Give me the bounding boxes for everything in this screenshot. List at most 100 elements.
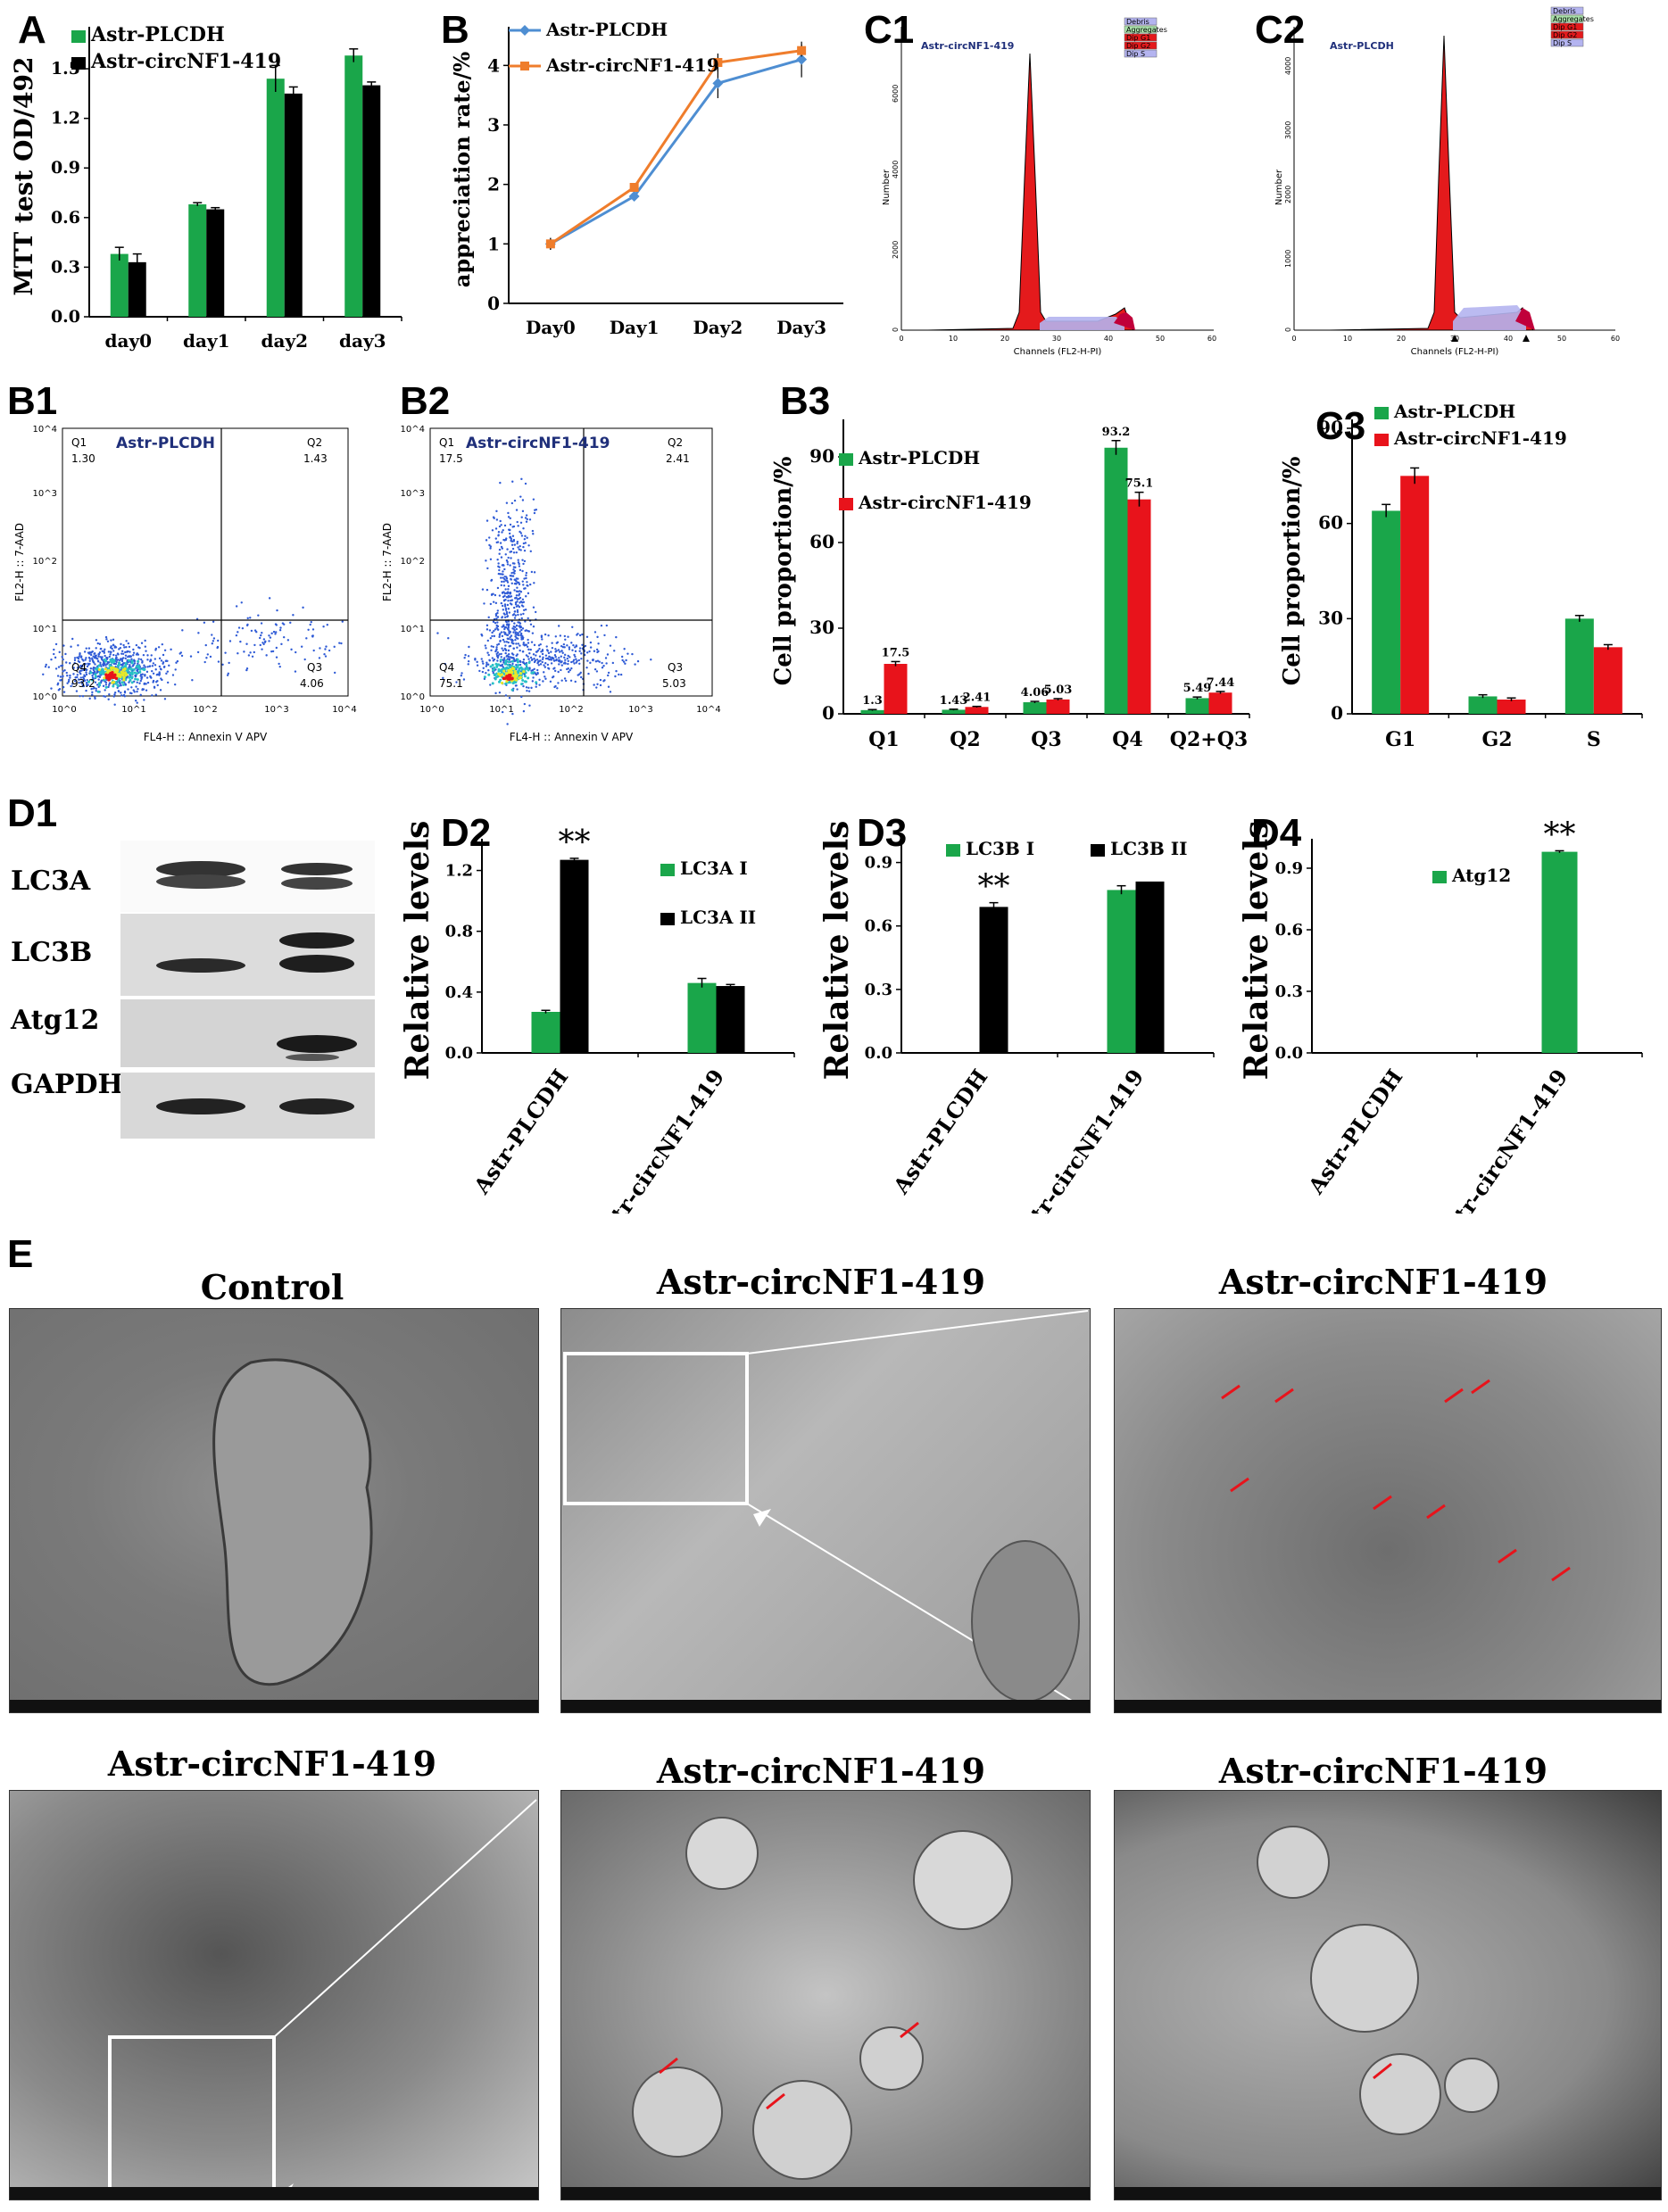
flow-dot <box>504 682 508 685</box>
flow-dot <box>129 678 132 682</box>
flow-dot <box>492 601 495 603</box>
flow-dot <box>253 629 257 632</box>
flow-dot <box>160 659 163 662</box>
flow-dot <box>568 656 571 659</box>
b1-xtick-1: 10^1 <box>121 705 145 715</box>
flow-dot <box>568 646 571 649</box>
flow-dot <box>91 671 95 675</box>
flow-dot <box>541 658 544 661</box>
flow-dot <box>518 597 520 601</box>
flow-dot <box>566 657 568 660</box>
flow-dot <box>603 679 606 682</box>
flow-dot <box>623 648 626 650</box>
flow-dot <box>519 549 522 551</box>
c1-legend-2: Dip G1 <box>1126 34 1150 42</box>
ch-c3-category-label: S <box>1587 728 1601 751</box>
flow-dot <box>274 623 278 625</box>
flow-dot <box>594 660 598 663</box>
ch-a-bar <box>188 204 207 317</box>
flow-dot <box>162 666 166 669</box>
flow-dot <box>97 682 101 685</box>
flow-dot <box>104 689 106 692</box>
flow-dot <box>512 631 515 634</box>
flow-dot <box>484 644 487 647</box>
flow-dot <box>152 681 154 683</box>
flow-dot <box>505 641 509 643</box>
flow-dot <box>138 670 142 674</box>
flow-dot <box>522 562 525 566</box>
flow-dot <box>94 681 97 683</box>
em-image-circnf1-1 <box>560 1308 1091 1713</box>
flow-dot <box>534 610 537 614</box>
flow-dot <box>522 609 526 611</box>
flow-dot <box>99 661 102 665</box>
flow-dot <box>560 679 563 682</box>
flow-dot <box>502 676 507 681</box>
flow-dot <box>209 655 212 659</box>
flow-dot <box>145 650 147 652</box>
flow-dot <box>494 614 498 617</box>
flow-dot <box>517 577 519 580</box>
ch-b-ytick-label: 1 <box>487 233 500 254</box>
flow-dot <box>124 654 128 657</box>
flow-dot <box>522 584 525 586</box>
flow-dot <box>61 655 63 659</box>
flow-dot <box>522 660 525 664</box>
flow-dot <box>596 635 599 639</box>
c1-legend-1: Aggregates <box>1126 26 1167 34</box>
flow-dot <box>83 674 86 676</box>
b2-q2-label: Q2 <box>668 436 683 449</box>
flow-dot <box>525 576 527 580</box>
flow-dot <box>97 653 100 656</box>
flow-dot <box>550 650 552 653</box>
flow-dot <box>619 673 623 676</box>
flow-dot <box>274 633 277 635</box>
flow-dot <box>500 652 502 656</box>
flow-dot <box>257 614 260 617</box>
flow-dot <box>91 693 94 696</box>
flow-dot <box>554 635 557 638</box>
ch-b-series-line <box>550 58 802 245</box>
flow-dot <box>566 644 568 647</box>
flow-dot <box>544 666 547 668</box>
flow-dot <box>548 655 551 659</box>
flow-dot <box>517 642 520 645</box>
flow-dot <box>116 652 120 655</box>
flow-dot <box>245 624 249 627</box>
flow-dot <box>515 551 518 554</box>
ch-d2-bar <box>716 986 745 1053</box>
flow-dot <box>79 664 82 667</box>
flow-dot <box>79 676 82 679</box>
flow-dot <box>501 616 504 618</box>
flow-dot <box>95 683 99 686</box>
flow-dot <box>527 661 531 665</box>
flow-dot <box>489 637 493 640</box>
flow-dot <box>540 634 544 637</box>
flow-dot <box>71 683 74 685</box>
flow-dot <box>290 648 293 651</box>
flow-dot <box>139 679 142 683</box>
flow-dot <box>509 592 512 595</box>
flow-dot <box>154 668 157 671</box>
flow-dot <box>592 659 594 662</box>
flow-dot <box>618 673 620 676</box>
flow-dot <box>527 642 530 644</box>
flow-dot <box>85 683 88 686</box>
flow-dot <box>79 671 81 674</box>
flow-dot <box>574 655 577 659</box>
flow-dot <box>162 653 165 657</box>
flow-dot <box>563 661 567 664</box>
flow-dot <box>563 646 566 649</box>
flow-dot <box>578 634 582 637</box>
flow-dot <box>532 606 535 609</box>
flow-dot <box>518 548 520 551</box>
flow-dot <box>98 683 102 687</box>
ch-a-ytick-label: 0.0 <box>51 307 80 327</box>
flow-dot <box>150 676 153 679</box>
flow-dot <box>530 686 533 690</box>
flow-dot <box>516 666 519 669</box>
b2-q4-label: Q4 <box>439 661 454 674</box>
flow-dot <box>129 667 133 671</box>
flow-dot <box>558 657 560 659</box>
flow-dot <box>516 601 519 603</box>
